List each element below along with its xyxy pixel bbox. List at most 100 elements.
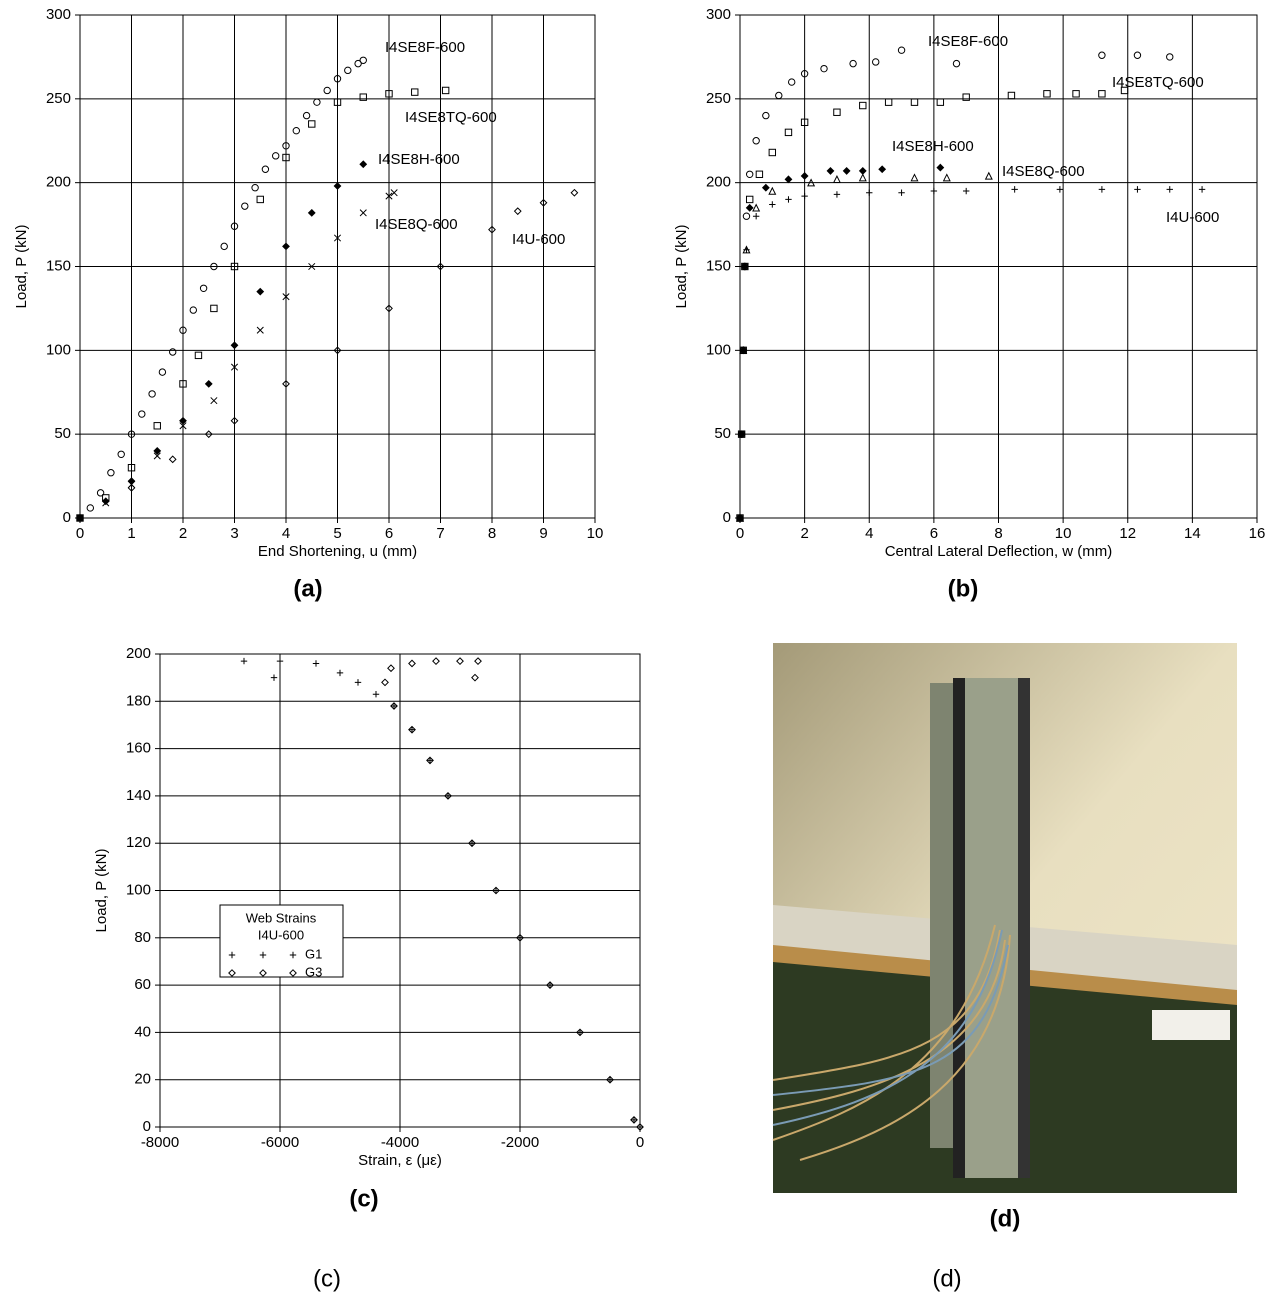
legend-marker <box>259 951 267 959</box>
marker <box>546 981 554 989</box>
marker <box>962 93 970 101</box>
marker <box>272 152 280 160</box>
x-tick-label: 7 <box>436 525 444 542</box>
marker <box>76 514 84 522</box>
marker <box>354 679 362 686</box>
marker <box>842 167 851 175</box>
marker <box>474 657 482 666</box>
x-tick-label: -6000 <box>261 1134 299 1151</box>
legend-marker <box>289 951 297 959</box>
y-tick-label: 20 <box>134 1071 151 1088</box>
marker <box>282 153 290 162</box>
marker <box>117 450 125 458</box>
marker <box>359 209 367 217</box>
y-axis-label: Load, P (kN) <box>93 849 110 933</box>
marker <box>333 75 342 83</box>
y-tick-label: 100 <box>706 341 731 358</box>
marker <box>606 1076 614 1083</box>
marker <box>930 187 938 195</box>
y-tick-label: 250 <box>46 90 71 107</box>
legend-title: I4U-600 <box>258 927 304 942</box>
marker <box>576 1028 584 1037</box>
x-tick-label: 12 <box>1119 525 1136 542</box>
marker <box>807 178 816 187</box>
marker <box>323 86 331 95</box>
x-tick-label: -8000 <box>141 1134 179 1151</box>
marker <box>230 262 239 271</box>
marker <box>194 351 203 360</box>
y-tick-label: 50 <box>54 425 71 442</box>
marker <box>984 171 993 180</box>
marker <box>204 379 213 388</box>
x-tick-label: 6 <box>385 525 393 542</box>
y-tick-label: 250 <box>706 90 731 107</box>
marker <box>276 657 284 665</box>
marker <box>381 678 389 687</box>
marker <box>210 304 218 313</box>
marker <box>282 379 290 388</box>
y-tick-label: 100 <box>126 881 151 898</box>
y-axis-label: Load, P (kN) <box>673 225 690 309</box>
marker <box>962 187 970 195</box>
marker <box>897 46 906 54</box>
marker <box>282 142 290 150</box>
marker <box>884 98 893 106</box>
marker <box>148 390 156 398</box>
marker <box>432 657 440 666</box>
marker <box>1056 186 1064 193</box>
y-tick-label: 120 <box>126 834 151 851</box>
x-axis-label: Strain, ε (με) <box>358 1152 442 1169</box>
marker <box>636 1123 644 1131</box>
marker <box>630 1115 638 1124</box>
marker <box>1098 186 1106 193</box>
x-tick-label: 0 <box>76 525 84 542</box>
y-tick-label: 140 <box>126 787 151 804</box>
y-tick-label: 160 <box>126 740 151 757</box>
marker <box>436 262 445 271</box>
marker <box>359 56 367 64</box>
series-label: I4U-600 <box>1166 209 1219 226</box>
marker <box>282 242 290 251</box>
x-tick-label: 1 <box>127 525 135 542</box>
marker <box>86 504 95 512</box>
marker <box>199 284 208 292</box>
x-tick-label: 8 <box>488 525 496 542</box>
marker <box>755 170 764 178</box>
marker <box>241 202 249 210</box>
x-tick-label: 0 <box>736 525 744 542</box>
marker <box>492 887 500 894</box>
marker <box>743 246 750 253</box>
marker <box>471 673 479 682</box>
marker <box>220 242 228 251</box>
marker <box>752 203 761 212</box>
panel-label: (a) <box>293 575 322 602</box>
marker <box>210 397 218 405</box>
x-tick-label: 10 <box>587 525 604 542</box>
marker <box>444 792 452 800</box>
marker <box>1011 186 1018 193</box>
marker <box>179 422 187 430</box>
marker <box>570 188 579 197</box>
marker <box>127 464 136 472</box>
series-label: I4SE8H-600 <box>892 138 974 155</box>
marker <box>127 483 136 492</box>
marker <box>740 347 747 354</box>
marker <box>354 59 362 68</box>
marker <box>737 430 746 439</box>
marker <box>256 287 265 296</box>
x-tick-label: 14 <box>1184 525 1201 542</box>
marker <box>736 514 744 522</box>
marker <box>761 183 770 192</box>
legend-marker <box>228 951 236 959</box>
marker <box>800 172 809 180</box>
plot-frame <box>79 14 596 519</box>
marker <box>826 167 835 175</box>
marker <box>153 447 162 455</box>
x-tick-label: 5 <box>333 525 341 542</box>
marker <box>230 416 239 425</box>
x-tick-label: 4 <box>865 525 873 542</box>
marker <box>107 469 115 477</box>
marker <box>168 455 177 464</box>
marker <box>1007 91 1016 100</box>
